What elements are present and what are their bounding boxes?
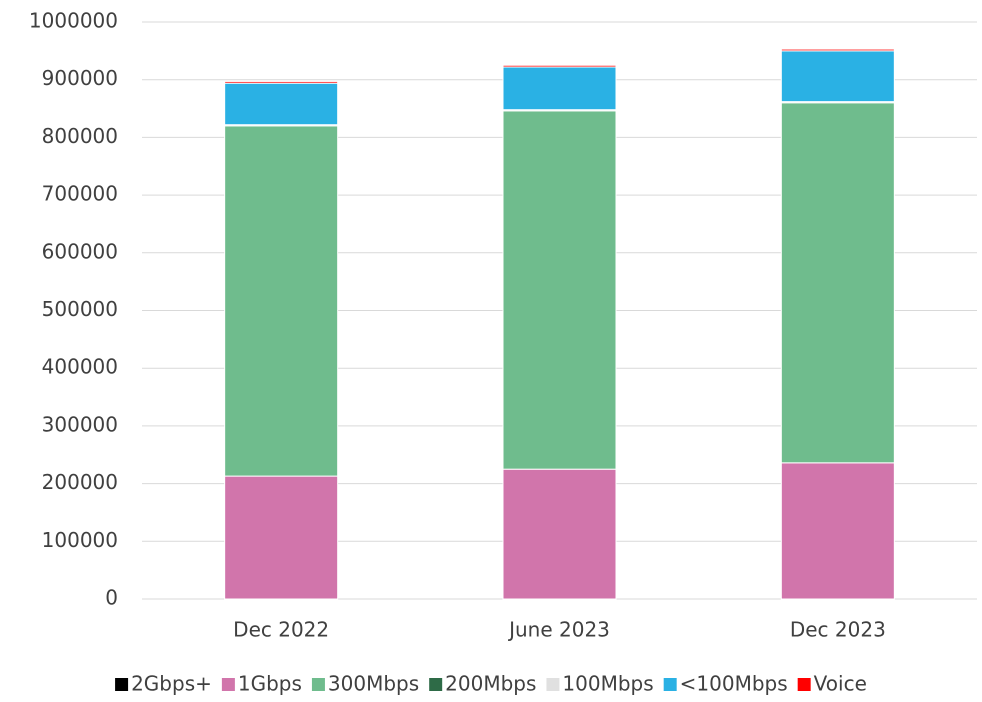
y-tick-label: 800000	[42, 124, 118, 148]
y-tick-label: 0	[105, 586, 118, 610]
x-tick-label: Dec 2022	[233, 618, 329, 642]
legend-label: 1Gbps	[238, 672, 302, 696]
y-tick-label: 300000	[42, 412, 118, 436]
bar-segment	[224, 475, 339, 600]
legend-swatch	[663, 678, 677, 691]
legend-swatch	[429, 678, 443, 691]
legend-label: Voice	[814, 672, 867, 696]
legend-swatch	[115, 678, 129, 691]
bar-segment	[224, 125, 339, 477]
x-tick-label: June 2023	[507, 618, 610, 642]
bar-segment	[780, 462, 895, 600]
bar-segment	[502, 64, 617, 68]
bar-segment	[502, 468, 617, 600]
legend-label: 200Mbps	[445, 672, 536, 696]
bar-segment	[502, 110, 617, 470]
bar-segment	[224, 80, 339, 84]
bar-segment	[502, 66, 617, 111]
y-tick-label: 1000000	[29, 9, 118, 33]
legend-swatch	[797, 678, 811, 691]
legend-swatch	[221, 678, 235, 691]
x-tick-label: Dec 2023	[790, 618, 886, 642]
legend-label: <100Mbps	[680, 672, 788, 696]
y-tick-label: 900000	[42, 66, 118, 90]
bar-segment	[780, 102, 895, 464]
legend-swatch	[546, 678, 560, 691]
y-tick-label: 700000	[42, 182, 118, 206]
bar-segment	[780, 48, 895, 52]
y-tick-label: 200000	[42, 470, 118, 494]
y-tick-label: 400000	[42, 355, 118, 379]
bar-segment	[224, 82, 339, 126]
y-tick-label: 100000	[42, 528, 118, 552]
bar-segment	[780, 50, 895, 103]
legend-label: 100Mbps	[562, 672, 653, 696]
y-tick-label: 500000	[42, 297, 118, 321]
y-tick-label: 600000	[42, 239, 118, 263]
legend-label: 2Gbps+	[131, 672, 212, 696]
legend-swatch	[311, 678, 325, 691]
legend-label: 300Mbps	[328, 672, 419, 696]
